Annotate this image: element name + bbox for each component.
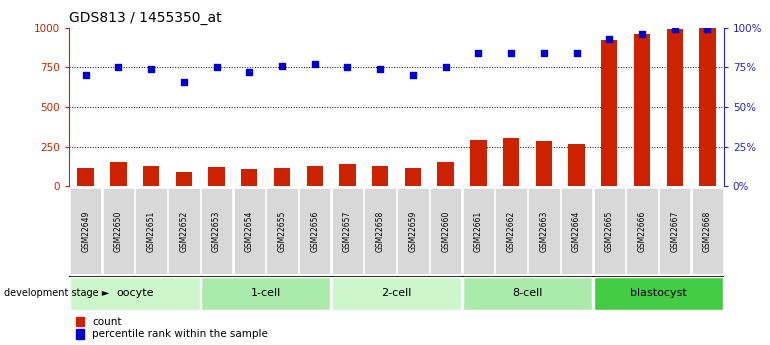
Point	[701, 27, 714, 32]
Text: 2-cell: 2-cell	[381, 288, 412, 297]
Bar	[463, 188, 494, 274]
Text: GSM22649: GSM22649	[81, 210, 90, 252]
Bar	[110, 162, 126, 186]
Point	[537, 50, 550, 56]
Bar	[306, 166, 323, 186]
Point	[407, 72, 419, 78]
Bar	[70, 188, 102, 274]
Bar	[536, 141, 552, 186]
Point	[276, 63, 288, 68]
Bar	[561, 188, 592, 274]
Text: GSM22655: GSM22655	[277, 210, 286, 252]
Bar	[634, 34, 650, 186]
Text: GSM22654: GSM22654	[245, 210, 254, 252]
Bar	[299, 188, 330, 274]
Point	[505, 50, 517, 56]
Bar	[594, 277, 723, 310]
Text: GSM22664: GSM22664	[572, 210, 581, 252]
Text: GSM22653: GSM22653	[212, 210, 221, 252]
Bar	[176, 172, 192, 186]
Point	[178, 79, 190, 84]
Bar	[691, 188, 723, 274]
Text: GSM22667: GSM22667	[670, 210, 679, 252]
Text: 1-cell: 1-cell	[250, 288, 281, 297]
Bar	[143, 166, 159, 186]
Point	[374, 66, 387, 72]
Point	[571, 50, 583, 56]
Point	[79, 72, 92, 78]
Text: percentile rank within the sample: percentile rank within the sample	[92, 329, 268, 339]
Text: GSM22656: GSM22656	[310, 210, 320, 252]
Text: GSM22661: GSM22661	[474, 210, 483, 252]
Bar	[626, 188, 658, 274]
Bar	[503, 138, 519, 186]
Bar	[594, 188, 625, 274]
Bar	[437, 162, 454, 186]
Text: GSM22652: GSM22652	[179, 210, 189, 252]
Bar	[528, 188, 560, 274]
Text: development stage ►: development stage ►	[4, 288, 109, 298]
Text: GSM22658: GSM22658	[376, 210, 385, 252]
Bar	[495, 188, 527, 274]
Point	[243, 69, 256, 75]
Bar	[102, 188, 134, 274]
Text: blastocyst: blastocyst	[630, 288, 687, 297]
Bar	[699, 28, 715, 186]
Text: GSM22650: GSM22650	[114, 210, 123, 252]
Bar	[241, 169, 257, 186]
Bar	[430, 188, 461, 274]
Point	[112, 65, 125, 70]
Bar	[470, 140, 487, 186]
Text: GSM22663: GSM22663	[539, 210, 548, 252]
Point	[309, 61, 321, 67]
Bar	[659, 188, 691, 274]
Point	[210, 65, 223, 70]
Bar	[233, 188, 265, 274]
Bar	[364, 188, 396, 274]
Text: GSM22668: GSM22668	[703, 210, 712, 252]
Bar	[274, 168, 290, 186]
Bar	[266, 188, 298, 274]
Text: GSM22666: GSM22666	[638, 210, 647, 252]
Text: GDS813 / 1455350_at: GDS813 / 1455350_at	[69, 11, 222, 25]
Bar	[209, 167, 225, 186]
Point	[145, 66, 157, 72]
Bar	[70, 277, 199, 310]
Point	[440, 65, 452, 70]
Bar	[136, 188, 167, 274]
Point	[668, 27, 681, 32]
Bar	[397, 188, 429, 274]
Bar	[201, 188, 233, 274]
Text: GSM22659: GSM22659	[408, 210, 417, 252]
Point	[636, 31, 648, 37]
Text: GSM22662: GSM22662	[507, 210, 516, 252]
Text: oocyte: oocyte	[116, 288, 153, 297]
Bar	[332, 277, 461, 310]
Point	[341, 65, 353, 70]
Text: GSM22657: GSM22657	[343, 210, 352, 252]
Bar	[332, 188, 363, 274]
Bar	[372, 166, 388, 186]
Bar	[601, 40, 618, 186]
Bar	[78, 168, 94, 186]
Bar	[168, 188, 199, 274]
Text: GSM22660: GSM22660	[441, 210, 450, 252]
Bar	[75, 329, 84, 339]
Bar	[568, 144, 584, 186]
Bar	[201, 277, 330, 310]
Text: count: count	[92, 317, 122, 327]
Point	[472, 50, 484, 56]
Bar	[405, 168, 421, 186]
Bar	[340, 164, 356, 186]
Text: GSM22665: GSM22665	[604, 210, 614, 252]
Text: GSM22651: GSM22651	[146, 210, 156, 252]
Bar	[75, 317, 84, 326]
Bar	[667, 29, 683, 186]
Bar	[463, 277, 592, 310]
Text: 8-cell: 8-cell	[512, 288, 543, 297]
Point	[603, 36, 615, 41]
